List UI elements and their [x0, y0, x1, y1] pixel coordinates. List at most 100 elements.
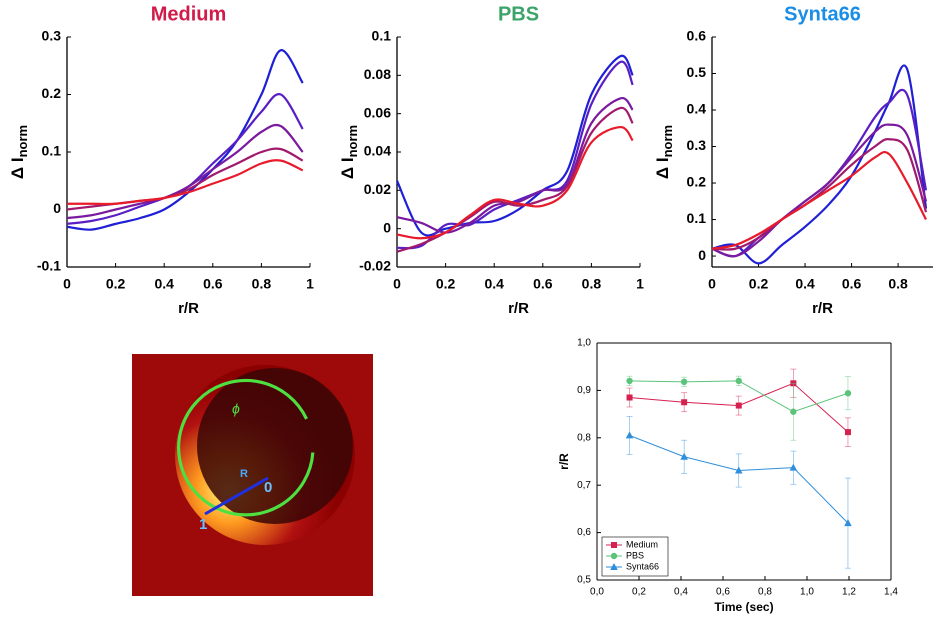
marker [680, 378, 688, 386]
radius-line [204, 476, 269, 516]
x-tick-label: 1 [636, 276, 644, 292]
x-tick-label: 1,2 [842, 587, 856, 598]
x-tick-label: 0 [63, 276, 71, 292]
phi-label: ϕ [232, 401, 240, 417]
y-axis-label-sub: norm [345, 125, 360, 158]
y-tick-label: 0.1 [372, 28, 392, 44]
marker [611, 542, 617, 548]
marker [610, 552, 618, 560]
marker [844, 390, 852, 397]
x-tick-label: 0,2 [632, 587, 646, 598]
y-axis-label: r/R [557, 453, 571, 470]
series-line [711, 64, 928, 265]
x-tick-label: 0.8 [252, 276, 272, 292]
y-tick-label: 0.2 [687, 174, 707, 190]
marker [844, 519, 852, 527]
y-axis-label: Δ Inorm [8, 125, 30, 179]
x-tick-label: 0.8 [582, 276, 602, 292]
marker [626, 377, 633, 385]
y-tick-label: 0,8 [577, 432, 591, 443]
x-tick-label: 0.8 [888, 276, 908, 292]
y-axis-label-main: Δ I [653, 157, 672, 179]
marker [735, 402, 742, 409]
x-axis-label: Time (sec) [714, 600, 773, 614]
y-tick-label: 0,5 [577, 575, 591, 586]
x-tick-label: 0.4 [795, 276, 815, 292]
y-axis-label-main: Δ I [338, 157, 357, 179]
x-tick-label: 0 [708, 276, 716, 292]
marker [680, 452, 688, 460]
y-axis-label-sub: norm [660, 125, 675, 158]
y-tick-label: -0.1 [37, 258, 61, 274]
marker [734, 466, 743, 474]
y-tick-label: 0.06 [364, 104, 391, 120]
x-tick-label: 0.2 [436, 276, 456, 292]
y-tick-label: 0.1 [42, 143, 62, 159]
series-line [711, 88, 928, 258]
series-line [711, 123, 928, 258]
legend-label: Medium [626, 539, 658, 549]
x-tick-label: 0,8 [758, 587, 772, 598]
x-tick-label: 0.2 [106, 276, 126, 292]
x-tick-label: 0.4 [484, 276, 504, 292]
marker [625, 431, 634, 439]
x-tick-label: 1 [306, 276, 314, 292]
x-tick-label: 0.4 [154, 276, 174, 292]
y-tick-label: 1,0 [577, 338, 591, 349]
y-tick-label: 0.5 [687, 64, 707, 80]
microscopy-image: ϕ R 0 1 [132, 354, 373, 596]
series-line [396, 125, 634, 240]
marker [735, 377, 742, 385]
x-tick-label: 0.6 [533, 276, 553, 292]
marker [610, 563, 618, 570]
center-label: 0 [264, 479, 272, 496]
y-axis-label: Δ Inorm [338, 125, 360, 179]
series-line [66, 147, 304, 211]
x-tick-label: 0,4 [674, 587, 688, 598]
cell-body [197, 368, 353, 524]
x-tick-label: 1,4 [884, 587, 898, 598]
marker [789, 463, 798, 471]
series-line [66, 123, 304, 220]
y-tick-label: 0,7 [577, 480, 591, 491]
x-axis-label: r/R [178, 300, 199, 317]
y-tick-label: 0.2 [42, 85, 62, 101]
series-line [396, 54, 634, 237]
series-line [711, 138, 928, 251]
chart-title: Medium [151, 3, 227, 25]
y-tick-label: 0 [383, 219, 391, 235]
x-tick-label: 1,0 [800, 587, 814, 598]
y-axis-label-sub: norm [15, 125, 30, 158]
marker [790, 408, 797, 415]
series-line [67, 159, 304, 206]
y-axis-label-main: r/R [557, 453, 571, 470]
x-tick-label: 0.6 [203, 276, 223, 292]
x-tick-label: 0,6 [716, 587, 730, 598]
series-line [711, 150, 928, 250]
legend-label: PBS [626, 550, 644, 560]
y-tick-label: 0.1 [687, 210, 707, 226]
marker [626, 394, 633, 401]
x-tick-label: 0.6 [842, 276, 862, 292]
marker [844, 429, 851, 436]
x-axis-label: r/R [508, 300, 529, 317]
y-tick-label: 0.02 [364, 181, 391, 197]
y-axis-label-main: Δ I [8, 157, 27, 179]
marker [681, 399, 688, 406]
series-line [396, 60, 634, 250]
phi-ring [177, 378, 315, 517]
y-tick-label: 0.6 [687, 28, 707, 44]
x-tick-label: 0.2 [749, 276, 769, 292]
chart-title: Synta66 [784, 3, 861, 25]
y-tick-label: 0.3 [687, 137, 707, 153]
y-axis-label: Δ Inorm [653, 125, 675, 179]
y-tick-label: 0,6 [577, 527, 591, 538]
legend-label: Synta66 [626, 561, 659, 571]
y-tick-label: 0.08 [364, 66, 391, 82]
y-tick-label: 0,9 [577, 385, 591, 396]
y-tick-label: 0.3 [42, 28, 62, 44]
series-line [396, 97, 634, 234]
x-tick-label: 0,0 [590, 587, 604, 598]
radius-label: R [240, 468, 248, 480]
